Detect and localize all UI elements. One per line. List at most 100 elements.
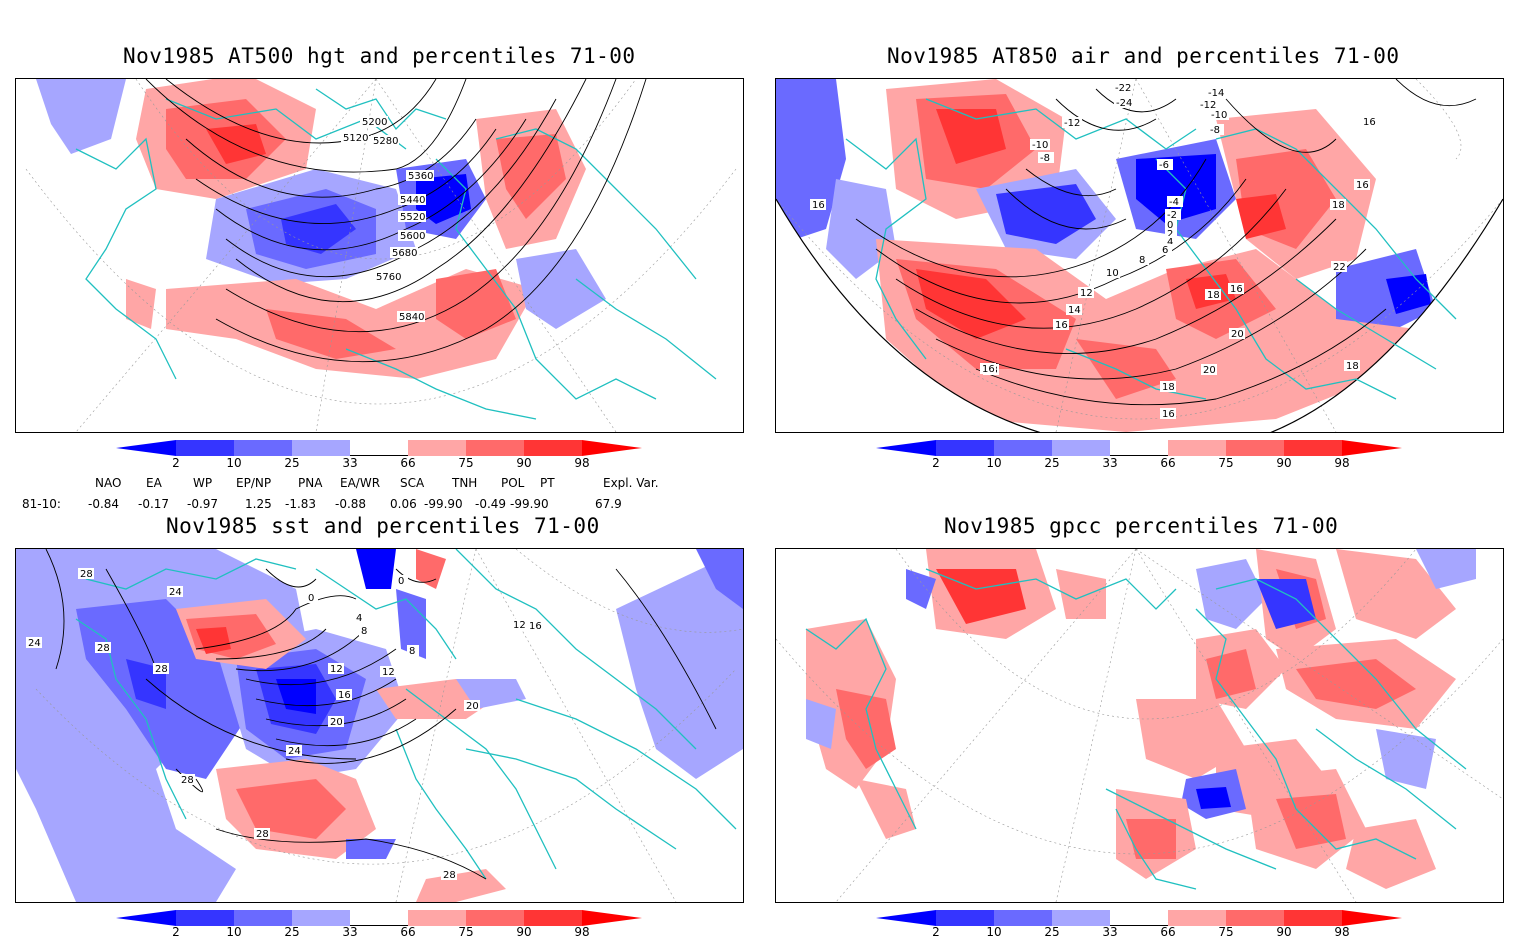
colorbar-tick: 66: [400, 456, 416, 470]
contour-label: 20: [1203, 365, 1216, 376]
index-header: EA: [146, 476, 162, 490]
colorbar-segment-above-98: [582, 910, 642, 926]
contour-label: 6: [1162, 245, 1168, 256]
colorbar-tick: 10: [986, 456, 1002, 470]
contour-label: 16: [529, 621, 542, 632]
contour-label: 12: [1080, 288, 1093, 299]
colorbar-gpcc: 2 10 25 33 66 75 90 98: [876, 910, 1402, 940]
contour-label: 5440: [400, 195, 425, 206]
map-gpcc: [775, 548, 1504, 903]
index-header: PT: [540, 476, 555, 490]
contour-label: 28: [80, 569, 93, 580]
colorbar-segment-25-33: [1052, 910, 1110, 926]
contour-label: 5760: [376, 272, 401, 283]
contour-label: -22: [1115, 83, 1131, 94]
map-hgt500-canvas: 5120 5200 5280 5360 5440 5520 5600 5680 …: [25, 79, 737, 432]
index-value: -0.88: [335, 497, 367, 511]
colorbar-tick: 25: [284, 456, 300, 470]
contour-label: 24: [28, 638, 41, 649]
index-header: WP: [193, 476, 213, 490]
colorbar-tick: 90: [516, 456, 532, 470]
contour-label: 16: [338, 690, 351, 701]
colorbar-segment-33-66: [350, 440, 408, 456]
index-value: -1.83: [285, 497, 317, 511]
colorbar-segment-75-90: [466, 440, 524, 456]
contour-label: -14: [1208, 88, 1224, 99]
colorbar-tick: 2: [932, 456, 940, 470]
index-value: -99.90: [510, 497, 549, 511]
contour-label: -12: [1200, 100, 1216, 111]
contour-label: 16: [1055, 320, 1068, 331]
contour-label: -10: [1032, 140, 1048, 151]
contour-label: 14: [1068, 305, 1081, 316]
contour-label: -24: [1116, 98, 1132, 109]
contour-label: 28: [155, 664, 168, 675]
contour-label: 10: [1106, 268, 1119, 279]
colorbar-tick: 2: [172, 925, 180, 939]
index-header: EP/NP: [236, 476, 272, 490]
contour-label: 24: [288, 746, 301, 757]
panel-title-air850: Nov1985 AT850 air and percentiles 71-00: [887, 44, 1400, 68]
index-value: -0.49: [475, 497, 507, 511]
colorbar-tick: 2: [932, 925, 940, 939]
map-hgt500: 5120 5200 5280 5360 5440 5520 5600 5680 …: [15, 78, 744, 433]
colorbar-segment-33-66: [1110, 440, 1168, 456]
colorbar-segment-90-98: [524, 440, 582, 456]
contour-label: 0: [398, 576, 404, 587]
colorbar-segment-10-25: [234, 440, 292, 456]
contour-label: 8: [409, 646, 415, 657]
index-value: 67.9: [595, 497, 622, 511]
colorbar-segment-2-10: [176, 440, 234, 456]
colorbar-segment-below-2: [876, 910, 936, 926]
index-value: 0.06: [390, 497, 417, 511]
contour-label: -6: [1159, 160, 1169, 171]
index-value: -0.97: [187, 497, 219, 511]
colorbar-segment-66-75: [408, 910, 466, 926]
index-value: 1.25: [245, 497, 272, 511]
colorbar-tick: 66: [1160, 925, 1176, 939]
contour-label: 18: [1207, 290, 1220, 301]
colorbar-tick: 33: [342, 925, 358, 939]
contour-label: -4: [1169, 197, 1179, 208]
colorbar-segment-90-98: [1284, 910, 1342, 926]
colorbar-tick: 33: [1102, 925, 1118, 939]
colorbar-tick: 66: [400, 925, 416, 939]
colorbar-tick: 33: [1102, 456, 1118, 470]
colorbar-tick: 75: [1218, 925, 1234, 939]
colorbar-tick: 90: [516, 925, 532, 939]
contour-label: 28: [181, 775, 194, 786]
colorbar-segment-90-98: [1284, 440, 1342, 456]
contour-label: 16: [1162, 409, 1175, 420]
colorbar-segment-above-98: [1342, 910, 1402, 926]
map-gpcc-canvas: [776, 549, 1503, 902]
index-header: TNH: [452, 476, 478, 490]
contour-label: 20: [466, 701, 479, 712]
colorbar-segment-10-25: [994, 440, 1052, 456]
contour-label: -8: [1210, 125, 1220, 136]
contour-label: 8: [1139, 255, 1145, 266]
contour-label: 5840: [399, 312, 424, 323]
contour-label: -8: [1040, 153, 1050, 164]
colorbar-segment-2-10: [176, 910, 234, 926]
colorbar-tick: 66: [1160, 456, 1176, 470]
map-sst-canvas: 28 24 24 28 28 0 0 4 8 12 16 20 24 12 20…: [16, 549, 743, 902]
contour-label: 8: [361, 626, 367, 637]
contour-label: 5200: [362, 117, 387, 128]
contour-label: -12: [1064, 118, 1080, 129]
colorbar-segment-90-98: [524, 910, 582, 926]
contour-label: 0: [1167, 220, 1173, 231]
colorbar-tick: 98: [1334, 925, 1350, 939]
colorbar-tick: 33: [342, 456, 358, 470]
colorbar-tick: 98: [574, 456, 590, 470]
contour-label: 16: [1230, 284, 1243, 295]
colorbar-tick: 2: [172, 456, 180, 470]
contour-label: 5680: [392, 248, 417, 259]
index-row-label: 81-10:: [22, 497, 61, 511]
index-value: -99.90: [424, 497, 463, 511]
colorbar-segment-10-25: [994, 910, 1052, 926]
index-header: EA/WR: [340, 476, 381, 490]
contour-label: 5120: [343, 133, 368, 144]
colorbar-segment-above-98: [1342, 440, 1402, 456]
colorbar-segment-25-33: [292, 440, 350, 456]
colorbar-segment-below-2: [116, 910, 176, 926]
